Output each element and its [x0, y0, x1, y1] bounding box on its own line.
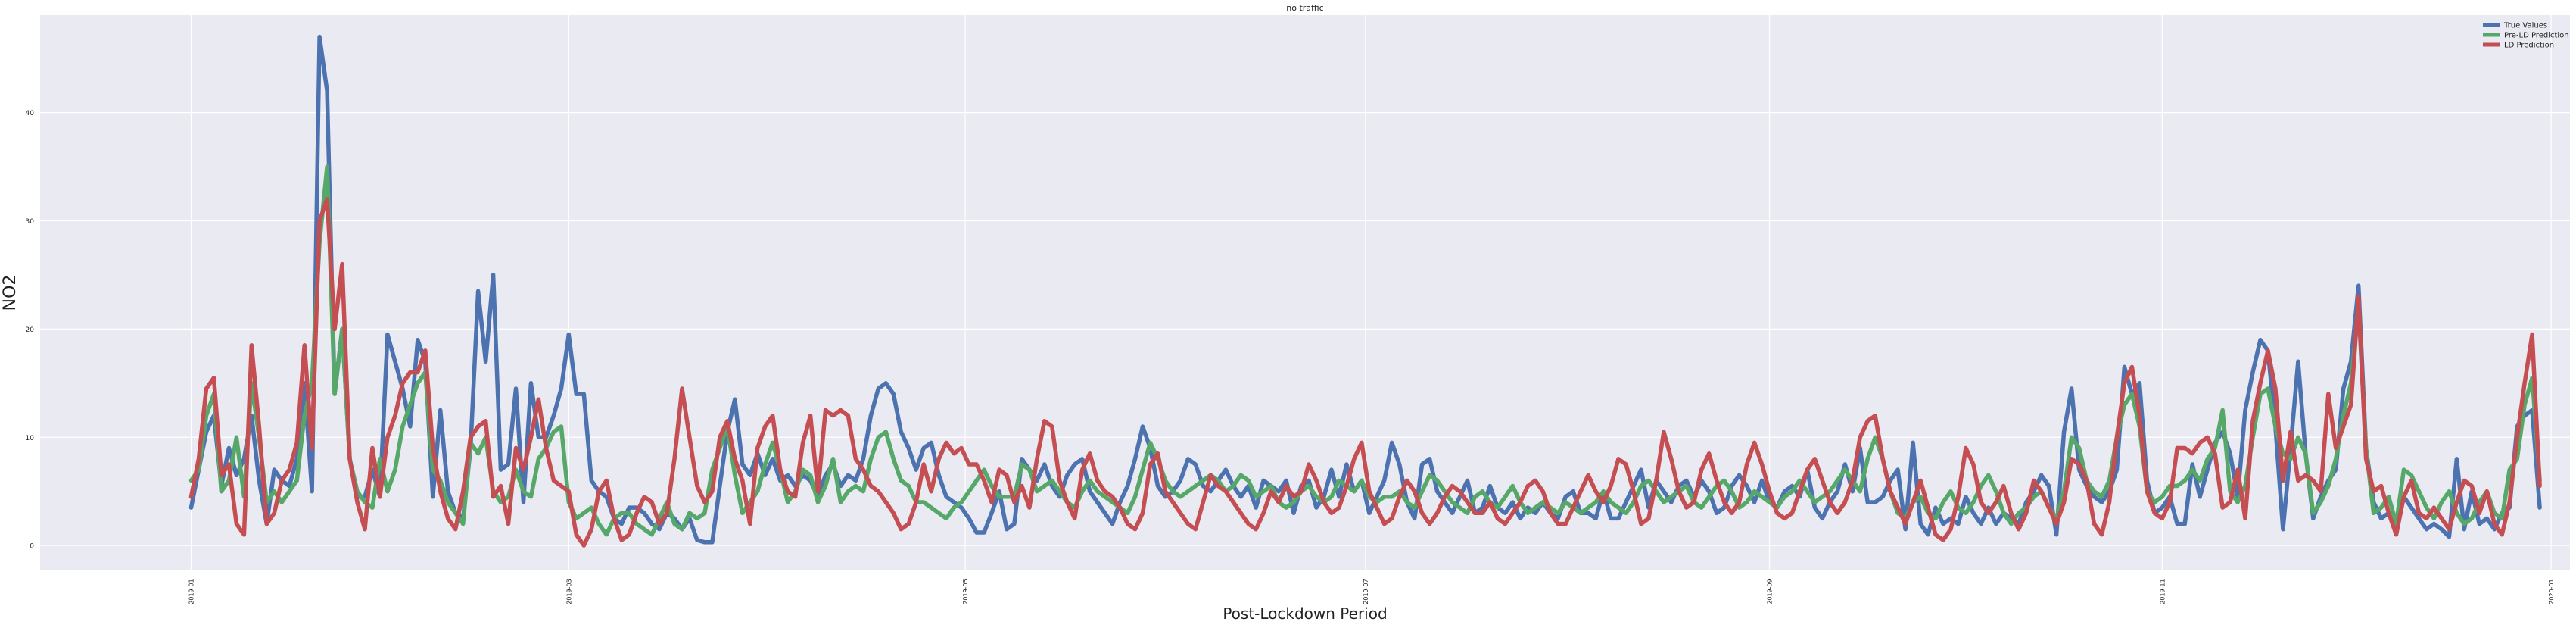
grid — [40, 15, 2570, 570]
chart-title: no traffic — [1286, 3, 1323, 13]
x-axis-label: Post-Lockdown Period — [1223, 604, 1387, 623]
x-tick-label: 2019-03 — [565, 579, 572, 604]
legend-label: Pre-LD Prediction — [2504, 32, 2569, 40]
legend-label: LD Prediction — [2504, 42, 2554, 50]
x-tick-label: 2019-01 — [188, 579, 195, 604]
legend: True Values Pre-LD Prediction LD Predictio… — [2483, 22, 2569, 50]
x-tick-label: 2019-07 — [1363, 579, 1369, 604]
y-axis-label: NO2 — [1, 275, 20, 311]
x-tick-label: 2019-05 — [962, 579, 969, 604]
y-tick-label: 20 — [26, 326, 35, 334]
x-tick-label: 2020-01 — [2548, 579, 2555, 604]
legend-label: True Values — [2503, 22, 2547, 30]
y-tick-label: 0 — [30, 543, 34, 551]
y-tick-label: 40 — [26, 110, 35, 117]
y-tick-label: 10 — [26, 435, 35, 442]
series-layer — [188, 34, 2542, 548]
axis-layer: 0 10 20 30 40 2019-01 2019-03 2019-05 2019-07 201… — [26, 110, 2556, 604]
x-tick-label: 2019-11 — [2159, 579, 2166, 604]
x-tick-label: 2019-09 — [1767, 579, 1774, 604]
y-tick-label: 30 — [26, 218, 35, 226]
series-line-ld-prediction — [188, 197, 2542, 548]
